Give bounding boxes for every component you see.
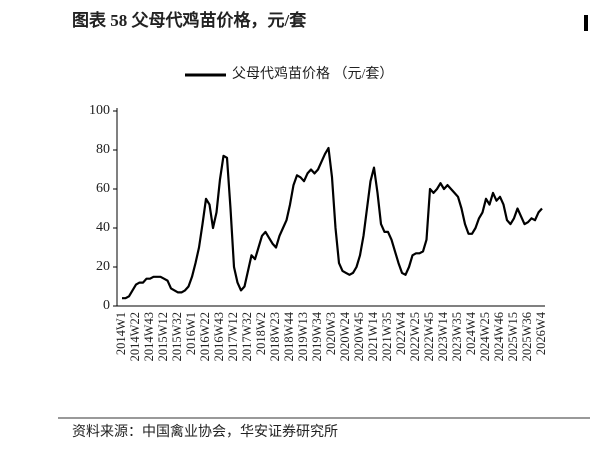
x-tick-label: 2022W45 <box>422 312 436 361</box>
x-tick-label: 2016W22 <box>198 312 212 361</box>
x-tick-label: 2024W25 <box>478 312 492 361</box>
source: 资料来源：中国禽业协会，华安证券研究所 <box>72 423 338 440</box>
x-tick-label: 2021W35 <box>380 312 394 361</box>
x-tick-label: 2020W24 <box>338 311 352 361</box>
x-tick-label: 2024W46 <box>492 312 506 361</box>
x-tick-label: 2018W2 <box>254 312 268 355</box>
x-tick-label: 2023W35 <box>450 312 464 361</box>
x-tick-label: 2020W3 <box>324 312 338 355</box>
x-tick-label: 2022W25 <box>408 312 422 361</box>
x-tick-label: 2014W1 <box>114 312 128 355</box>
y-tick-label: 40 <box>96 220 110 235</box>
x-tick-label: 2021W14 <box>366 311 380 361</box>
x-tick-label: 2020W45 <box>352 312 366 361</box>
x-tick-label: 2024W4 <box>464 311 478 355</box>
x-tick-label: 2018W44 <box>282 311 296 361</box>
y-tick-label: 0 <box>103 298 110 313</box>
x-tick-label: 2019W34 <box>310 311 324 361</box>
x-tick-label: 2018W23 <box>268 312 282 361</box>
x-tick-label: 2015W12 <box>156 312 170 361</box>
series-line <box>122 146 543 300</box>
x-tick-label: 2014W43 <box>142 312 156 361</box>
x-tick-label: 2016W1 <box>184 312 198 355</box>
x-tick-label: 2026W4 <box>534 311 548 355</box>
x-tick-label: 2016W43 <box>212 312 226 361</box>
y-tick-label: 100 <box>89 103 110 118</box>
x-tick-label: 2025W15 <box>506 312 520 361</box>
x-tick-label: 2015W32 <box>170 312 184 361</box>
x-tick-label: 2025W36 <box>520 312 534 361</box>
x-tick-label: 2014W22 <box>128 312 142 361</box>
decoration <box>584 15 588 31</box>
x-tick-label: 2019W13 <box>296 312 310 361</box>
chart-title: 图表 58 父母代鸡苗价格，元/套 <box>72 10 307 30</box>
x-tick-label: 2022W4 <box>394 311 408 355</box>
y-tick-label: 80 <box>96 142 110 157</box>
x-tick-label: 2017W12 <box>226 312 240 361</box>
legend-label: 父母代鸡苗价格 （元/套） <box>232 65 393 82</box>
x-tick-label: 2017W32 <box>240 312 254 361</box>
x-tick-label: 2023W14 <box>436 311 450 361</box>
y-tick-label: 20 <box>96 259 110 274</box>
y-tick-label: 60 <box>96 181 110 196</box>
